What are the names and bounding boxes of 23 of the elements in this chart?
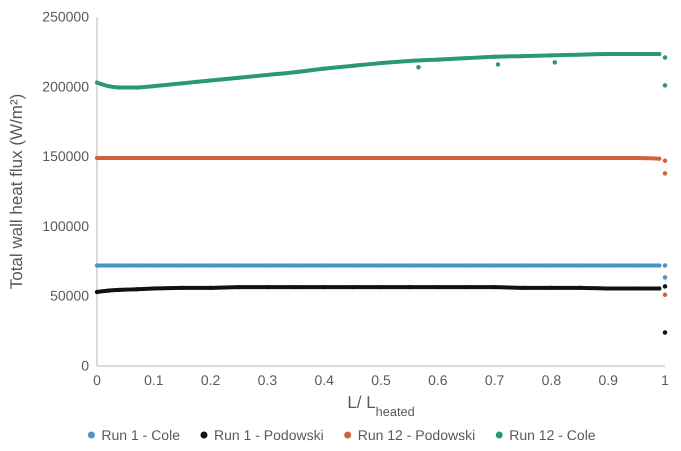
y-tick-label: 150000 (42, 148, 90, 164)
x-tick-label: 0.5 (371, 372, 391, 388)
x-tick-label: 0.1 (144, 372, 164, 388)
legend-label: Run 1 - Podowski (214, 427, 324, 443)
legend-label: Run 12 - Cole (509, 427, 596, 443)
y-tick-label: 50000 (50, 288, 90, 304)
x-tick-label: 0.7 (484, 372, 505, 388)
x-tick-label: 0.2 (200, 372, 221, 388)
x-axis-title: L/ L$_{heated}$ (347, 393, 415, 418)
x-tick-label: 0.9 (598, 372, 618, 388)
x-tick-label: 0.6 (428, 372, 448, 388)
x-tick-label: 0.3 (258, 372, 278, 388)
x-tick-label: 1 (661, 372, 670, 388)
x-tick-label: 0 (93, 372, 102, 388)
x-tick-label: 0.8 (542, 372, 562, 388)
y-tick-label: 200000 (42, 78, 90, 94)
y-tick-label: 250000 (42, 8, 90, 24)
legend-label: Run 1 - Cole (101, 427, 180, 443)
y-tick-label: 100000 (42, 218, 90, 234)
y-tick-label: 0 (81, 357, 90, 374)
legend-label: Run 12 - Podowski (358, 427, 476, 443)
x-tick-label: 0.4 (314, 372, 334, 388)
y-axis-title: Total wall heat flux (W/m²) (7, 94, 26, 290)
